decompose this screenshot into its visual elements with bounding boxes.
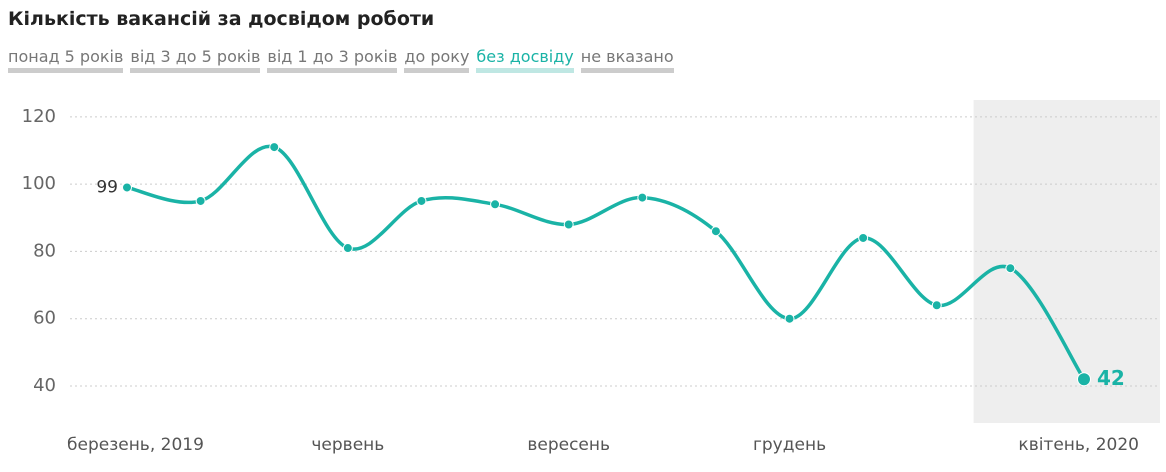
- y-tick-label: 100: [22, 173, 56, 194]
- point: [195, 195, 206, 206]
- data-label: 99: [96, 177, 118, 197]
- highlight-band: [973, 100, 1160, 423]
- y-tick-label: 40: [33, 375, 56, 396]
- tab[interactable]: понад 5 років: [8, 48, 124, 73]
- point: [490, 199, 501, 210]
- x-tick-label: червень: [311, 435, 384, 455]
- point: [1077, 372, 1091, 387]
- x-tick-label: квітень, 2020: [1018, 435, 1139, 455]
- y-tick-label: 60: [33, 308, 56, 329]
- point: [269, 142, 280, 153]
- data-label: 42: [1097, 366, 1125, 390]
- point: [1005, 263, 1016, 274]
- point: [637, 192, 648, 203]
- point: [858, 232, 869, 243]
- y-tick-label: 80: [33, 240, 56, 261]
- tab-bar: понад 5 років від 3 до 5 років від 1 до 3 …: [8, 48, 674, 73]
- tab[interactable]: від 1 до 3 років: [267, 48, 398, 73]
- point: [784, 313, 795, 324]
- x-tick-label: грудень: [753, 435, 826, 455]
- tab[interactable]: до року: [404, 48, 470, 73]
- point: [563, 219, 574, 230]
- tab[interactable]: без досвіду: [476, 48, 574, 73]
- y-tick-label: 120: [22, 106, 56, 127]
- point: [931, 300, 942, 311]
- point: [122, 182, 132, 193]
- chart-title: Кількість вакансій за досвідом роботи: [8, 8, 435, 30]
- x-tick-label: березень, 2019: [67, 435, 204, 455]
- line: [126, 144, 1086, 381]
- x-tick-label: вересень: [527, 435, 610, 455]
- tab[interactable]: не вказано: [580, 48, 674, 73]
- tab[interactable]: від 3 до 5 років: [130, 48, 261, 73]
- point: [416, 195, 427, 206]
- point: [342, 243, 353, 254]
- point: [710, 226, 721, 237]
